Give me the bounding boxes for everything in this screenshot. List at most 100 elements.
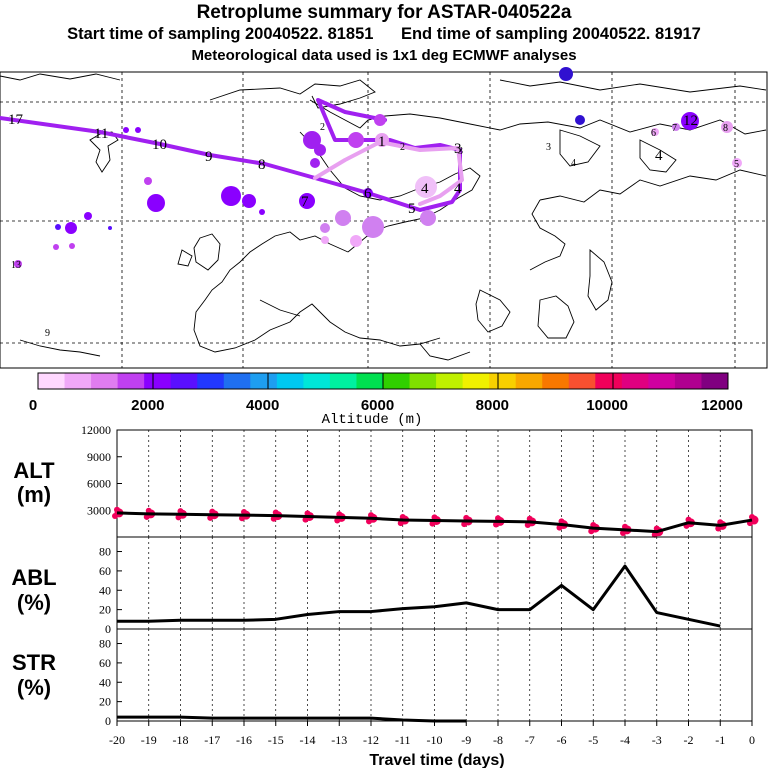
cluster-marker <box>321 236 329 244</box>
map-day-label: 4 <box>571 158 576 169</box>
cluster-marker <box>14 260 22 268</box>
map-day-label: 3 <box>458 146 463 157</box>
y-tick-label: 20 <box>99 603 111 617</box>
series-line <box>117 715 467 723</box>
colorbar-tick-label: 10000 <box>586 397 628 414</box>
map-day-label: 4 <box>655 148 663 164</box>
y-tick-label: 3000 <box>87 503 111 517</box>
map-day-label: 8 <box>258 157 266 173</box>
cluster-marker <box>681 112 699 130</box>
cluster-marker <box>420 210 436 226</box>
map-day-label: 3 <box>454 141 462 157</box>
cluster-marker <box>350 235 362 247</box>
x-tick-label: -15 <box>268 733 284 747</box>
cluster-marker <box>374 114 386 126</box>
x-tick-label: -8 <box>493 733 503 747</box>
x-tick-label: -13 <box>331 733 347 747</box>
map-day-label: 4 <box>454 181 462 197</box>
colorbar-tick-label: 2000 <box>131 397 164 414</box>
cluster-markers <box>14 67 742 268</box>
colorbar-cell <box>91 373 119 389</box>
map-day-label: 9 <box>205 149 213 165</box>
x-tick-label: -19 <box>141 733 157 747</box>
x-tick-label: -11 <box>395 733 411 747</box>
cluster-marker <box>108 226 112 230</box>
cluster-marker <box>348 132 364 148</box>
series-line <box>116 511 753 534</box>
cluster-marker <box>135 127 141 133</box>
map-day-label: 5 <box>408 201 416 217</box>
map-day-label: 11 <box>94 126 108 142</box>
x-tick-label: -6 <box>557 733 567 747</box>
colorbar-tick-label: 12000 <box>701 397 743 414</box>
cluster-marker <box>672 123 680 131</box>
x-tick-label: -10 <box>427 733 443 747</box>
map-day-label: 4 <box>421 181 429 197</box>
y-tick-label: 80 <box>99 545 111 559</box>
cluster-marker <box>314 144 326 156</box>
map-day-label: 9 <box>45 328 50 339</box>
abl-panel-label-2: (%) <box>17 590 51 615</box>
colorbar-cell <box>117 373 145 389</box>
title-line-2: Start time of sampling 20040522. 81851 E… <box>67 25 701 43</box>
colorbar-cell <box>489 373 517 389</box>
cluster-marker <box>299 193 315 209</box>
colorbar-cell <box>356 373 384 389</box>
cluster-marker <box>559 67 573 81</box>
str-panel-label-1: STR <box>12 650 56 675</box>
x-tick-label: -2 <box>684 733 694 747</box>
colorbar-cells <box>38 373 729 389</box>
colorbar-cell <box>64 373 92 389</box>
panel-1: 0 20 40 60 80 <box>99 536 753 636</box>
x-tick-label: -4 <box>620 733 630 747</box>
cluster-marker <box>415 176 437 198</box>
map-day-label: 2 <box>400 142 405 153</box>
map-day-label: 6 <box>651 128 656 139</box>
colorbar-cell <box>409 373 437 389</box>
colorbar-cell <box>595 373 623 389</box>
colorbar-cell <box>568 373 596 389</box>
colorbar-cell <box>144 373 172 389</box>
panel-2: 0 20 40 60 80 <box>99 628 753 728</box>
title-line-3: Meteorological data used is 1x1 deg ECMW… <box>191 47 577 64</box>
x-axis-title: Travel time (days) <box>369 752 504 768</box>
map-day-label: 13 <box>11 260 21 271</box>
y-tick-label: 9000 <box>87 450 111 464</box>
map-day-label: 6 <box>364 186 372 202</box>
cluster-marker <box>65 222 77 234</box>
colorbar-cell <box>303 373 331 389</box>
x-tick-label: -12 <box>363 733 379 747</box>
x-tick-label: -16 <box>236 733 252 747</box>
cluster-marker <box>303 131 321 149</box>
colorbar-cell <box>170 373 198 389</box>
cluster-marker <box>363 188 373 198</box>
colorbar-cell <box>383 373 411 389</box>
map-day-label: 7 <box>301 194 309 210</box>
travel-time-axis: -20 -19 -18 -17 -16 -15 -14 -13 -12 -11 -10 -9 -8 -7-… <box>109 721 755 747</box>
map-panel: 17 11 10 9 8 7 6 5 4 4 3 1 2 3 12 8 6 7 … <box>0 67 768 369</box>
x-tick-label: -9 <box>461 733 471 747</box>
y-tick-label: 0 <box>105 714 111 728</box>
map-day-label: 1 <box>378 134 386 150</box>
cluster-marker <box>732 158 742 168</box>
map-day-labels: 17 11 10 9 8 7 6 5 4 4 3 1 2 3 12 8 6 7 … <box>8 112 739 339</box>
x-tick-label: -1 <box>715 733 725 747</box>
cluster-marker <box>144 177 152 185</box>
cluster-marker <box>123 127 129 133</box>
map-day-label: 12 <box>683 113 698 129</box>
y-tick-label: 12000 <box>81 423 111 437</box>
map-day-label: 2 <box>320 122 325 133</box>
y-tick-label: 40 <box>99 583 111 597</box>
x-tick-label: -7 <box>525 733 535 747</box>
colorbar-label: Altitude (m) <box>322 412 423 428</box>
abl-panel-label-1: ABL <box>11 565 56 590</box>
colorbar-tick-label: 8000 <box>476 397 509 414</box>
colorbar-cell <box>462 373 490 389</box>
colorbar-cell <box>276 373 304 389</box>
title-line-1: Retroplume summary for ASTAR-040522a <box>196 2 572 23</box>
colorbar-cell <box>250 373 278 389</box>
colorbar-cell <box>436 373 464 389</box>
alt-panel-label-2: (m) <box>17 482 51 507</box>
x-tick-label: -20 <box>109 733 125 747</box>
